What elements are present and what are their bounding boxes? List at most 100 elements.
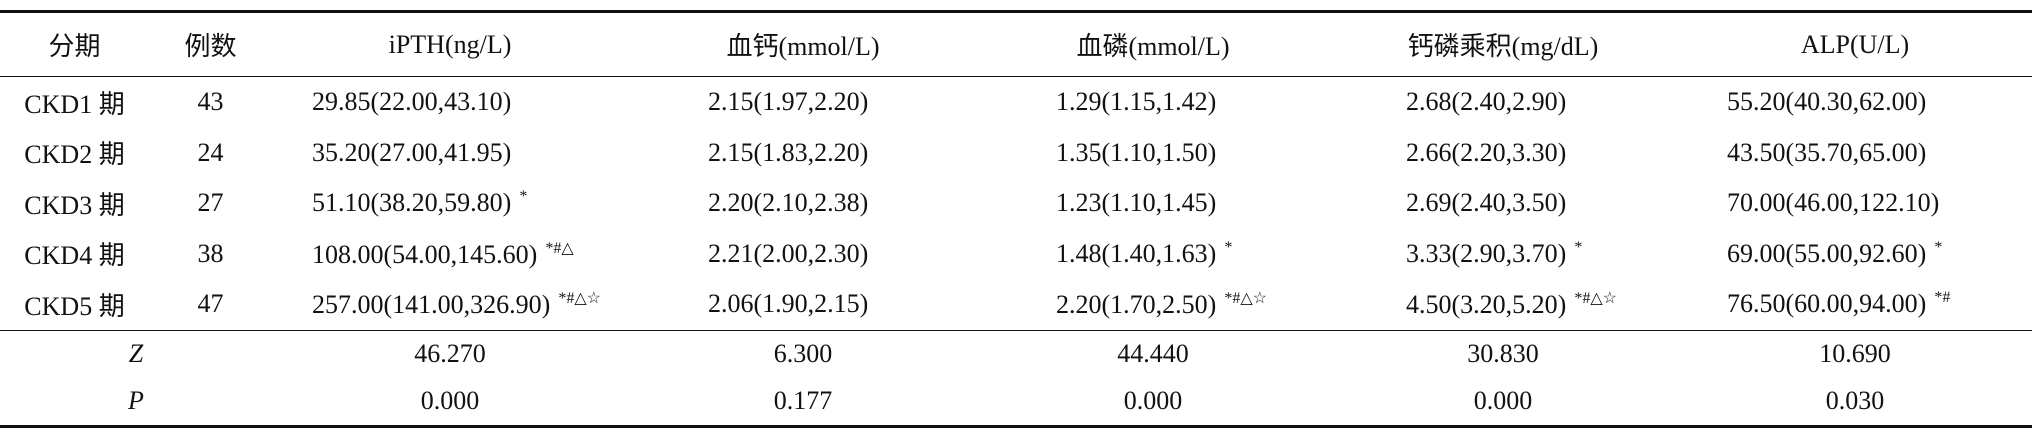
header-cell: 例数 (149, 10, 272, 77)
value-text: 4.50(3.20,5.20) (1406, 290, 1567, 320)
value-text: 2.15(1.83,2.20) (708, 137, 869, 167)
value-cell: 3.33(2.90,3.70) * (1328, 229, 1678, 280)
significance-mark: *#△☆ (558, 290, 601, 308)
count-cell: 47 (197, 289, 224, 319)
value-cell: 70.00(46.00,122.10) (1678, 178, 2032, 229)
value-text: 3.33(2.90,3.70) (1406, 238, 1567, 268)
stage-cell: CKD5 期 (24, 291, 125, 321)
stat-value: 0.177 (628, 377, 978, 428)
stage-cell: CKD4 期 (24, 241, 125, 271)
value-text: 2.06(1.90,2.15) (708, 289, 869, 319)
value-text: 69.00(55.00,92.60) (1727, 238, 1927, 268)
value-text: 70.00(46.00,122.10) (1727, 188, 1940, 218)
significance-mark: *# (1934, 289, 1951, 307)
stat-label-cell: Z (0, 329, 272, 378)
value-text: 2.15(1.97,2.20) (708, 87, 869, 117)
stage-cell: CKD3 期 (24, 190, 125, 220)
stat-row: Z 46.270 6.300 44.440 30.830 10.690 (0, 329, 2032, 378)
header-cell: 血磷(mmol/L) (978, 10, 1328, 77)
significance-mark: * (1574, 238, 1583, 256)
stat-value: 30.830 (1328, 329, 1678, 378)
data-row: CKD3 期 27 51.10(38.20,59.80) * 2.20(2.10,2.3… (0, 178, 2032, 229)
stat-value: 0.030 (1678, 377, 2032, 428)
value-cell: 55.20(40.30,62.00) (1678, 77, 2032, 128)
significance-mark: *#△☆ (1574, 290, 1617, 308)
stat-value: 0.000 (1328, 377, 1678, 428)
value-cell: 1.23(1.10,1.45) (978, 178, 1328, 229)
value-cell: 2.06(1.90,2.15) (628, 279, 978, 330)
value-text: 76.50(60.00,94.00) (1727, 289, 1927, 319)
value-cell: 35.20(27.00,41.95) (272, 128, 628, 179)
value-text: 1.48(1.40,1.63) (1056, 238, 1217, 268)
value-cell: 69.00(55.00,92.60) * (1678, 229, 2032, 280)
value-cell: 108.00(54.00,145.60) *#△ (272, 229, 628, 280)
value-cell: 2.68(2.40,2.90) (1328, 77, 1678, 128)
value-cell: 2.21(2.00,2.30) (628, 229, 978, 280)
value-text: 2.20(1.70,2.50) (1056, 290, 1217, 320)
value-cell: 1.29(1.15,1.42) (978, 77, 1328, 128)
value-cell: 2.20(1.70,2.50) *#△☆ (978, 279, 1328, 330)
stat-row: P 0.000 0.177 0.000 0.000 0.030 (0, 377, 2032, 428)
significance-mark: * (1224, 238, 1233, 256)
value-cell: 1.48(1.40,1.63) * (978, 229, 1328, 280)
stat-value: 44.440 (978, 329, 1328, 378)
data-row: CKD4 期 38 108.00(54.00,145.60) *#△ 2.21(2.00… (0, 229, 2032, 280)
stat-value: 10.690 (1678, 329, 2032, 378)
value-text: 43.50(35.70,65.00) (1727, 137, 1927, 167)
value-cell: 76.50(60.00,94.00) *# (1678, 279, 2032, 330)
value-text: 1.35(1.10,1.50) (1056, 137, 1217, 167)
value-text: 257.00(141.00,326.90) (312, 290, 551, 320)
data-row: CKD2 期 24 35.20(27.00,41.95) 2.15(1.83,2.20… (0, 128, 2032, 179)
value-cell: 2.15(1.97,2.20) (628, 77, 978, 128)
value-text: 55.20(40.30,62.00) (1727, 87, 1927, 117)
value-text: 1.23(1.10,1.45) (1056, 188, 1217, 218)
value-cell: 2.66(2.20,3.30) (1328, 128, 1678, 179)
significance-mark: * (1934, 238, 1943, 256)
stage-cell: CKD2 期 (24, 140, 125, 170)
value-cell: 2.15(1.83,2.20) (628, 128, 978, 179)
table-body: 分期 例数 iPTH(ng/L) 血钙(mmol/L) 血磷(mmol/L) 钙磷乘积(m… (0, 10, 2032, 428)
value-text: 51.10(38.20,59.80) (312, 188, 512, 218)
value-text: 1.29(1.15,1.42) (1056, 87, 1217, 117)
value-text: 2.69(2.40,3.50) (1406, 188, 1567, 218)
value-text: 108.00(54.00,145.60) (312, 239, 538, 269)
significance-mark: *#△ (545, 239, 574, 257)
value-cell: 29.85(22.00,43.10) (272, 77, 628, 128)
count-cell: 24 (197, 137, 224, 167)
significance-mark: *#△☆ (1224, 290, 1267, 308)
stat-label-cell: P (0, 377, 272, 428)
stage-cell: CKD1 期 (24, 89, 125, 119)
value-cell: 1.35(1.10,1.50) (978, 128, 1328, 179)
value-cell: 51.10(38.20,59.80) * (272, 178, 628, 229)
value-text: 2.66(2.20,3.30) (1406, 137, 1567, 167)
value-cell: 2.69(2.40,3.50) (1328, 178, 1678, 229)
stat-label: P (128, 386, 144, 415)
value-cell: 257.00(141.00,326.90) *#△☆ (272, 279, 628, 330)
value-text: 2.21(2.00,2.30) (708, 238, 869, 268)
count-cell: 27 (197, 188, 224, 218)
stat-label: Z (128, 339, 144, 368)
header-cell: iPTH(ng/L) (272, 10, 628, 77)
value-text: 29.85(22.00,43.10) (312, 87, 512, 117)
stat-value: 0.000 (978, 377, 1328, 428)
value-text: 35.20(27.00,41.95) (312, 137, 512, 167)
value-cell: 4.50(3.20,5.20) *#△☆ (1328, 279, 1678, 330)
header-cell: ALP(U/L) (1678, 10, 2032, 77)
header-cell: 分期 (0, 10, 149, 77)
stat-value: 0.000 (272, 377, 628, 428)
stat-value: 46.270 (272, 329, 628, 378)
data-table: 分期 例数 iPTH(ng/L) 血钙(mmol/L) 血磷(mmol/L) 钙磷乘积(m… (0, 10, 2032, 428)
value-text: 2.20(2.10,2.38) (708, 188, 869, 218)
value-cell: 2.20(2.10,2.38) (628, 178, 978, 229)
header-cell: 钙磷乘积(mg/dL) (1328, 10, 1678, 77)
count-cell: 38 (197, 238, 224, 268)
significance-mark: * (519, 188, 528, 206)
count-cell: 43 (197, 87, 224, 117)
value-text: 2.68(2.40,2.90) (1406, 87, 1567, 117)
value-cell: 43.50(35.70,65.00) (1678, 128, 2032, 179)
data-row: CKD1 期 43 29.85(22.00,43.10) 2.15(1.97,2.20… (0, 77, 2032, 128)
data-row: CKD5 期 47 257.00(141.00,326.90) *#△☆ 2.06(1.… (0, 279, 2032, 330)
header-row: 分期 例数 iPTH(ng/L) 血钙(mmol/L) 血磷(mmol/L) 钙磷乘积(m… (0, 10, 2032, 77)
stat-value: 6.300 (628, 329, 978, 378)
